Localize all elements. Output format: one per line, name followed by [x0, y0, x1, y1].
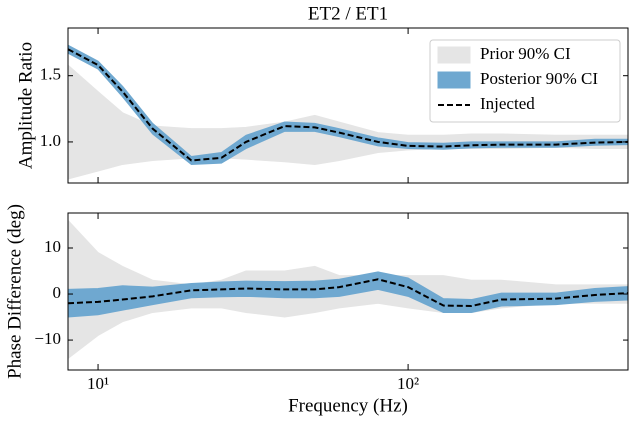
legend-label: Posterior 90% CI — [480, 69, 598, 88]
injected-line — [68, 278, 628, 308]
y-tick-label: 1.0 — [40, 131, 61, 150]
plot-area — [68, 44, 628, 180]
x-tick-label: 10² — [397, 374, 419, 393]
x-axis-label: Frequency (Hz) — [288, 395, 408, 416]
y-tick-label: −10 — [34, 329, 61, 348]
y-tick-label: 10 — [44, 237, 61, 256]
x-tick-label: 10¹ — [87, 374, 109, 393]
injected-line — [68, 48, 628, 162]
legend-box — [429, 39, 621, 123]
axes-frame — [67, 212, 629, 371]
plot-area — [68, 219, 628, 360]
ci-band — [68, 44, 628, 165]
axes-frame — [67, 27, 629, 184]
y-tick-label: 1.5 — [40, 65, 61, 84]
y-tick-label: 0 — [53, 283, 62, 302]
legend-label: Prior 90% CI — [480, 44, 571, 63]
legend-swatch — [437, 46, 471, 64]
y-axis-label: Amplitude Ratio — [15, 42, 36, 169]
legend-swatch — [437, 71, 471, 89]
y-axis-label: Phase Difference (deg) — [4, 204, 25, 379]
ci-band — [68, 271, 628, 318]
chart-title: ET2 / ET1 — [308, 3, 388, 24]
legend-label: Injected — [480, 94, 535, 113]
